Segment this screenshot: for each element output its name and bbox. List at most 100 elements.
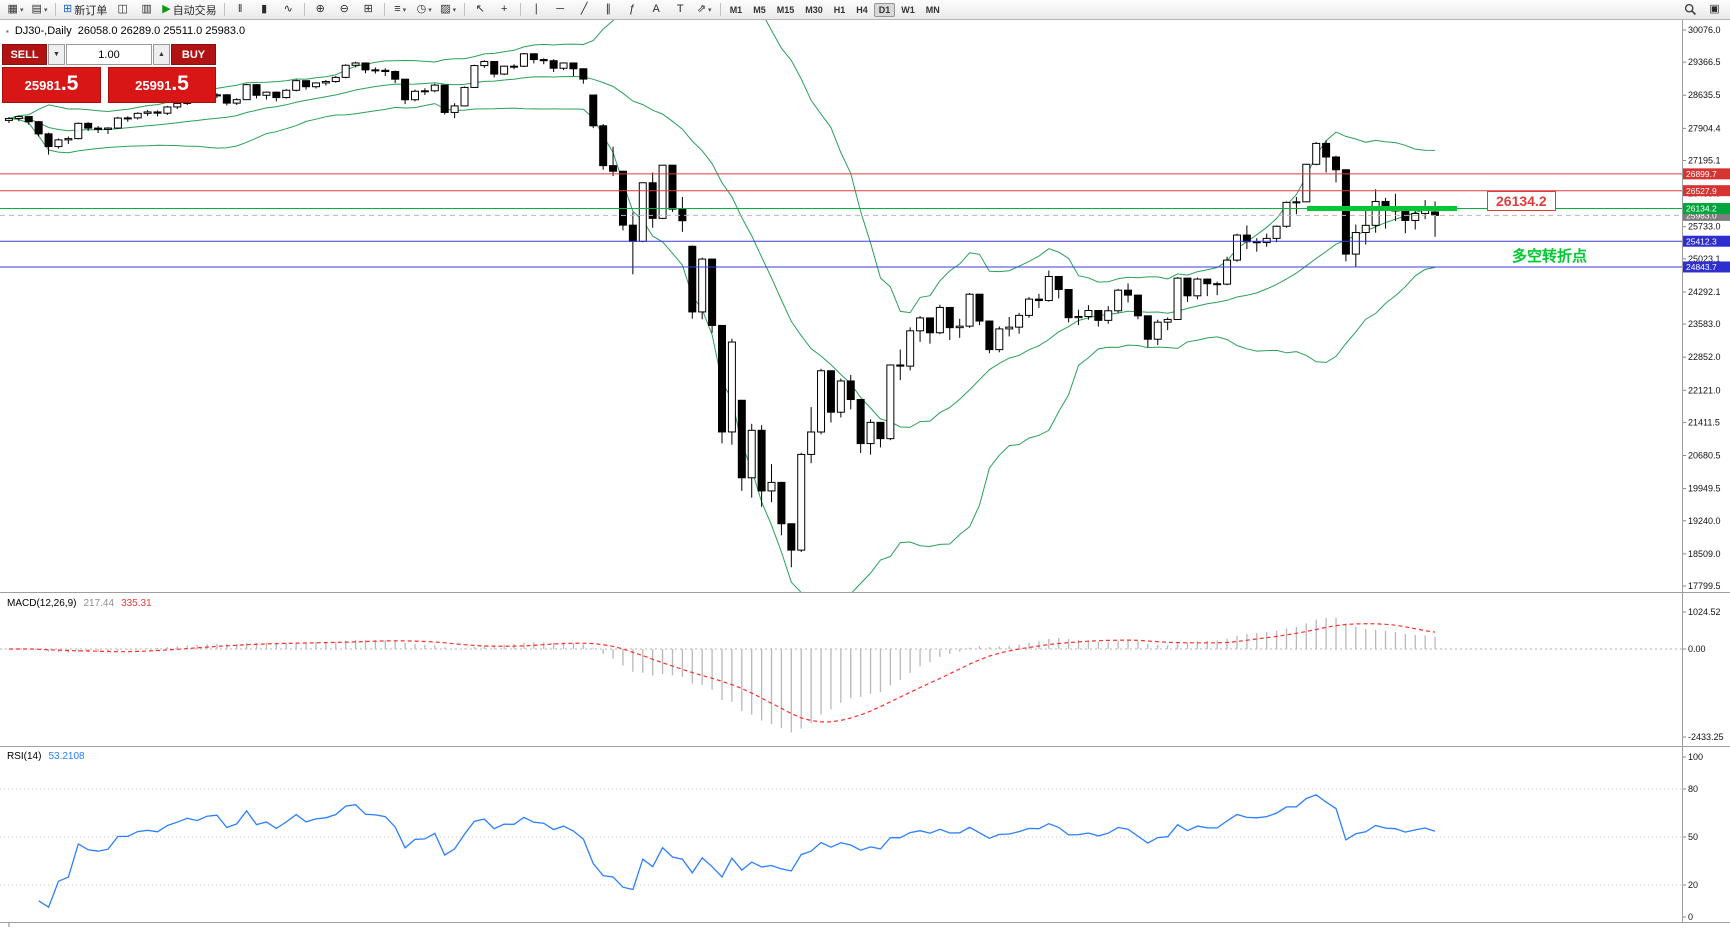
search-icon[interactable] (1679, 0, 1702, 19)
new-chart-icon[interactable]: ▦ ▾ (4, 0, 27, 19)
rsi-title: RSI(14) (7, 751, 42, 762)
bollinger-middle (8, 75, 1436, 428)
trendline-icon[interactable]: ╱ (573, 0, 596, 19)
price-callout-label[interactable]: 26134.2 (1487, 191, 1556, 211)
toolbar-separator (719, 3, 721, 16)
templates-icon[interactable]: ▨ ▾ (437, 0, 460, 19)
market-watch-icon[interactable]: ◫ (111, 0, 134, 19)
rsi-axis-label: 80 (1688, 784, 1698, 794)
price-axis-label: 19949.5 (1688, 484, 1721, 494)
fibonacci-icon[interactable]: ƒ (621, 0, 644, 19)
horizontal-line-icon[interactable]: ─ (549, 0, 572, 19)
navigator-icon[interactable]: ▥ (135, 0, 158, 19)
timeframe-m15[interactable]: M15 (776, 4, 795, 15)
indicators-icon[interactable]: ≡ ▾ (389, 0, 412, 19)
text-label-icon[interactable]: T (669, 0, 692, 19)
price-axis-label: 22121.0 (1688, 385, 1721, 395)
timeframe-m5[interactable]: M5 (753, 4, 766, 15)
new-order-button[interactable]: ⊞ 新订单 (60, 0, 110, 19)
zoom-out-icon[interactable]: ⊖ (333, 0, 356, 19)
bar-chart-icon: ‖ (237, 3, 243, 15)
price-axis-label: 28635.5 (1688, 90, 1721, 100)
line-chart-icon: ∿ (283, 3, 293, 15)
auto-trading-button[interactable]: ▶ 自动交易 (159, 0, 219, 19)
zoom-in-icon[interactable]: ⊕ (309, 0, 332, 19)
buy-button[interactable]: BUY (171, 44, 216, 65)
price-axis-label: 19240.0 (1688, 516, 1721, 526)
toolbar: ▦ ▾ ▤ ▾ ⊞ 新订单 ◫ ▥ ▶ 自动交易 ‖ ▮ ∿ ⊕ ⊖ ⊞ ≡ ▾ ◷ ▾ ▨ ▾ ↖ + ∣ ─ ╱ ∥ ƒ A T ⇗ ▾ M1… (0, 0, 1730, 20)
line-chart-icon[interactable]: ∿ (277, 0, 300, 19)
price-tag-support-line-1: 25412.3 (1683, 235, 1730, 247)
horizontal-line-icon: ─ (556, 3, 565, 15)
rsi-value: 53.2108 (48, 751, 85, 762)
text-label-icon: T (676, 3, 684, 15)
price-axis-label: 20680.5 (1688, 451, 1721, 461)
sell-button[interactable]: SELL (2, 44, 47, 65)
caret-down-icon: ▾ (402, 6, 407, 14)
chart-header: ▪ DJ30-,Daily 26058.0 26289.0 25511.0 25… (6, 25, 245, 37)
rsi-axis-label: 50 (1688, 832, 1698, 842)
crosshair-icon[interactable]: + (493, 0, 516, 19)
text-icon[interactable]: A (645, 0, 668, 19)
timeframe-h4[interactable]: H4 (856, 4, 868, 15)
chart-profiles-icon[interactable]: ▤ ▾ (28, 0, 51, 19)
panel-divider-3-handle[interactable] (0, 919, 1730, 927)
price-axis-label: 27195.1 (1688, 155, 1721, 165)
svg-text:24843.7: 24843.7 (1686, 262, 1717, 272)
price-axis-label: 17799.5 (1688, 581, 1721, 591)
new-chart-icon: ▦ (7, 3, 18, 15)
candles (4, 53, 1440, 568)
sell-price-tile[interactable]: 25981.5 (2, 67, 101, 103)
price-tag-resistance-line-1: 26899.7 (1683, 168, 1730, 180)
tile-windows-icon[interactable]: ⊞ (357, 0, 380, 19)
arrows-icon: ⇗ (696, 3, 707, 15)
arrows-icon[interactable]: ⇗ ▾ (693, 0, 716, 19)
panel-divider-2-handle[interactable] (0, 743, 1730, 751)
market-watch-icon: ◫ (117, 3, 128, 15)
timeframe-m30[interactable]: M30 (805, 4, 823, 15)
caret-down-icon: ▾ (452, 6, 457, 14)
new-order-button-label: 新订单 (74, 4, 108, 17)
candlestick-chart-icon[interactable]: ▮ (253, 0, 276, 19)
indicators-icon: ≡ (394, 3, 401, 15)
svg-text:26899.7: 26899.7 (1686, 169, 1717, 179)
buy-price-tile[interactable]: 25991.5 (108, 67, 216, 103)
timeframe-h1[interactable]: H1 (833, 4, 846, 15)
svg-text:25412.3: 25412.3 (1686, 236, 1717, 246)
timeframe-m1[interactable]: M1 (729, 4, 743, 15)
text-icon: A (652, 3, 660, 15)
new-order-icon: ⊞ (63, 3, 73, 15)
caret-down-icon: ▾ (43, 6, 48, 14)
vertical-line-icon[interactable]: ∣ (525, 0, 548, 19)
bar-chart-icon[interactable]: ‖ (229, 0, 252, 19)
macd-title: MACD(12,26,9) (7, 598, 77, 609)
turning-point-label[interactable]: 多空转折点 (1512, 248, 1588, 265)
svg-text:26527.9: 26527.9 (1686, 186, 1717, 196)
cursor-icon[interactable]: ↖ (469, 0, 492, 19)
timeframe-mn[interactable]: MN (925, 4, 940, 15)
volume-increase-button[interactable]: ▲ (153, 44, 170, 65)
chart-canvas: 30076.029366.528635.527904.427195.126465… (0, 20, 1730, 927)
chart-symbol-period: DJ30-,Daily (14, 25, 72, 37)
window-list-icon[interactable]: ▣ (1703, 0, 1726, 19)
volume-input[interactable] (66, 44, 152, 65)
price-axis-label: 18509.0 (1688, 549, 1721, 559)
rsi-indicator-label: RSI(14) 53.2108 (7, 751, 85, 762)
chart-window: 30076.029366.528635.527904.427195.126465… (0, 20, 1730, 947)
channel-icon[interactable]: ∥ (597, 0, 620, 19)
toolbar-separator (55, 3, 56, 16)
periods-icon[interactable]: ◷ ▾ (413, 0, 436, 19)
panel-divider-1-handle[interactable] (0, 589, 1730, 597)
caret-down-icon: ▾ (19, 6, 24, 14)
volume-decrease-button[interactable]: ▼ (48, 44, 65, 65)
timeframe-w1[interactable]: W1 (901, 4, 915, 15)
macd-indicator-label: MACD(12,26,9) 217.44 335.31 (7, 598, 152, 609)
toolbar-separator (223, 3, 225, 16)
sell-price-main: 25981 (24, 78, 61, 93)
timeframe-d1[interactable]: D1 (873, 2, 896, 17)
chart-mini-icon: ▪ (6, 26, 9, 36)
toolbar-separator (383, 3, 385, 16)
toolbar-separator (463, 3, 465, 16)
price-axis-label: 22852.0 (1688, 352, 1721, 362)
auto-trading-icon: ▶ (162, 3, 171, 15)
